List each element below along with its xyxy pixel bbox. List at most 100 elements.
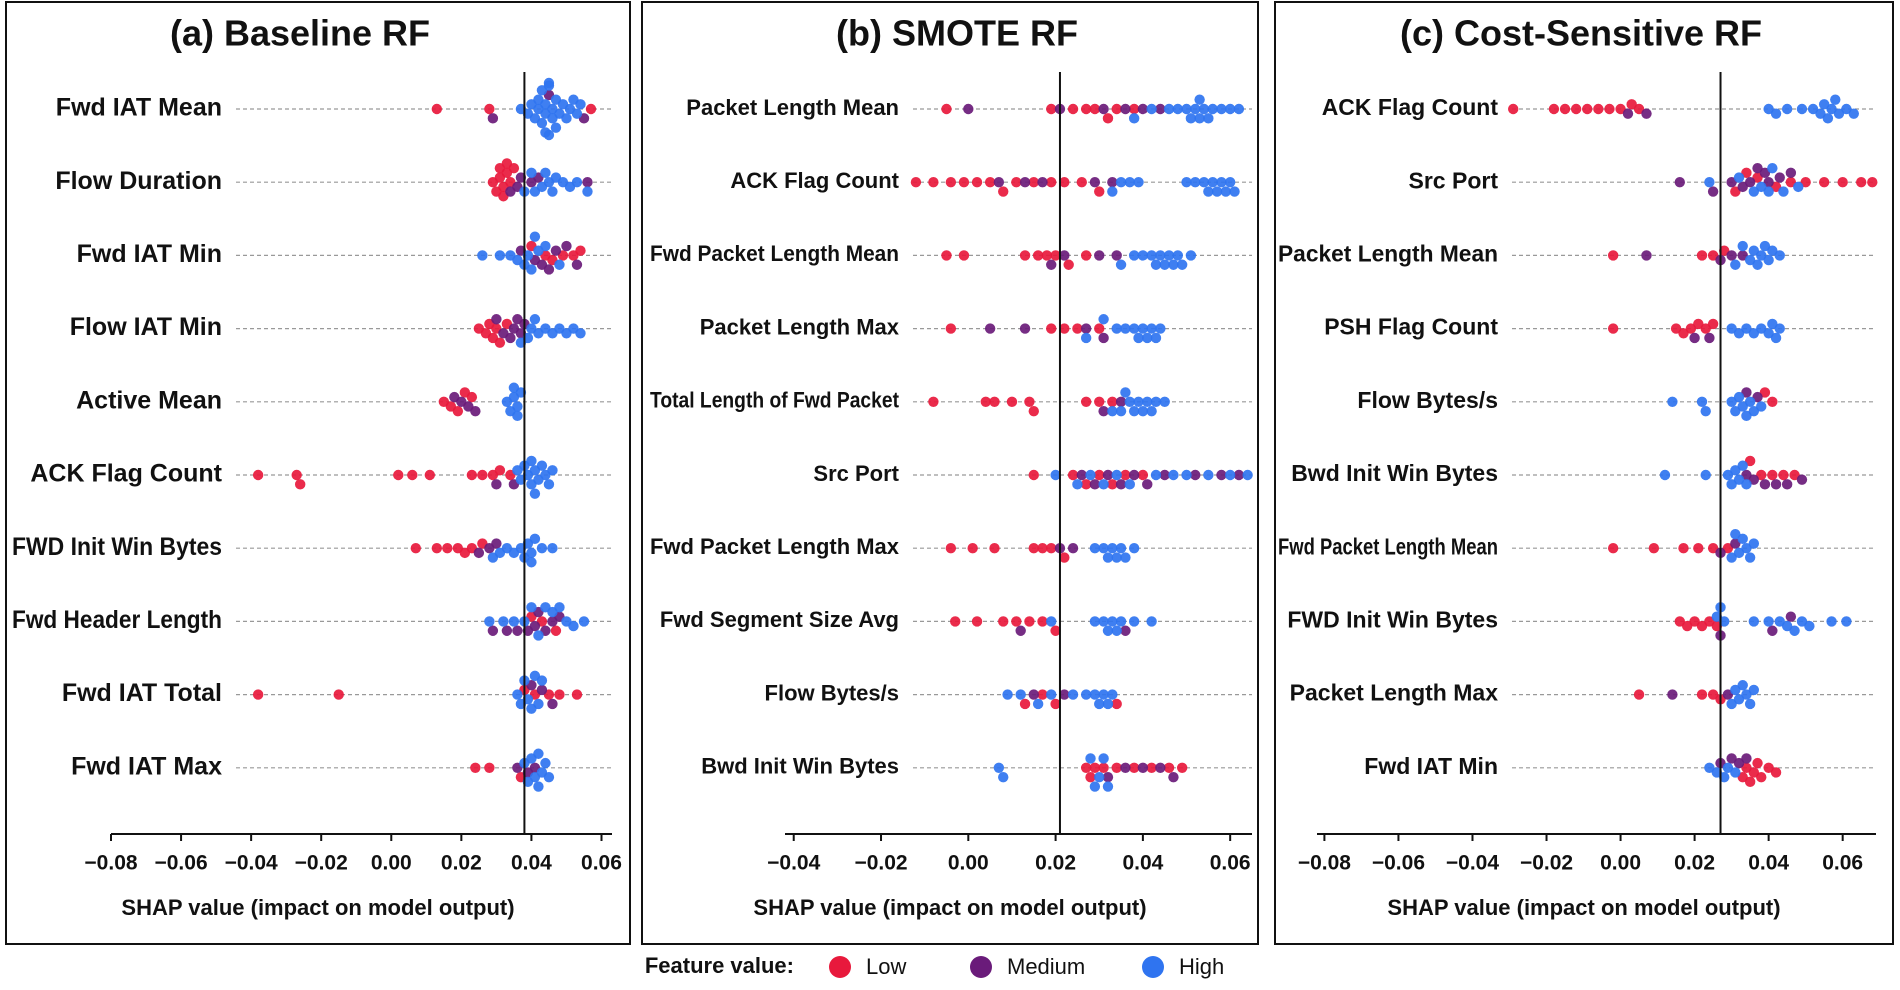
shap-point xyxy=(1748,538,1760,549)
shap-point xyxy=(1137,405,1149,417)
shap-point xyxy=(1102,469,1114,481)
shap-point xyxy=(1172,250,1184,261)
shap-point xyxy=(529,488,541,499)
shap-point xyxy=(1146,103,1157,115)
shap-point xyxy=(1730,405,1741,417)
shap-point xyxy=(554,602,565,613)
shap-point xyxy=(1622,108,1634,119)
shap-point xyxy=(1774,616,1785,627)
shap-point xyxy=(998,616,1009,627)
shap-point xyxy=(540,240,551,252)
shap-point xyxy=(1137,103,1149,115)
shap-point xyxy=(1748,328,1760,339)
shap-point xyxy=(1028,405,1039,417)
feature-label: Fwd Packet Length Mean xyxy=(1278,533,1498,559)
shap-point xyxy=(1759,479,1771,490)
shap-point xyxy=(1707,543,1719,554)
shap-point xyxy=(252,469,264,481)
feature-label: Fwd Header Length xyxy=(12,606,222,634)
shap-point xyxy=(1733,474,1745,485)
shap-point xyxy=(1607,543,1619,554)
shap-point xyxy=(1242,469,1253,481)
feature-label: FWD Init Win Bytes xyxy=(12,533,222,561)
shap-point xyxy=(928,396,939,407)
shap-point xyxy=(1168,259,1179,270)
shap-point xyxy=(1607,250,1619,261)
shap-point xyxy=(1737,181,1748,193)
shap-point xyxy=(424,469,436,481)
shap-point xyxy=(1059,250,1070,261)
shap-point xyxy=(466,469,478,481)
shap-point xyxy=(543,77,555,89)
shap-point xyxy=(1696,396,1708,407)
shap-point xyxy=(578,616,590,627)
shap-point xyxy=(1089,781,1101,792)
shap-point xyxy=(1046,616,1057,627)
shap-point xyxy=(1726,753,1737,764)
shap-point xyxy=(1674,177,1685,188)
shap-point xyxy=(473,547,485,559)
shap-point xyxy=(1080,103,1092,115)
shap-point xyxy=(1737,401,1748,412)
shap-point xyxy=(410,543,422,554)
shap-point xyxy=(1763,177,1774,188)
shap-point xyxy=(1111,103,1122,115)
shap-point xyxy=(1229,186,1240,197)
shap-point xyxy=(508,162,520,174)
shap-point xyxy=(1593,103,1604,115)
shap-point xyxy=(1094,698,1105,710)
legend-title: Feature value: xyxy=(645,953,794,978)
shap-point xyxy=(1689,616,1700,627)
shap-point xyxy=(1770,108,1782,119)
x-tick-label: 0.00 xyxy=(371,852,412,875)
shap-point xyxy=(1115,259,1127,270)
shap-point xyxy=(487,113,499,124)
shap-point xyxy=(452,405,464,417)
shap-point xyxy=(1659,469,1671,481)
shap-point xyxy=(1841,103,1852,115)
shap-point xyxy=(1207,103,1218,115)
shap-point xyxy=(1855,177,1867,188)
shap-point xyxy=(407,469,418,481)
shap-point xyxy=(1089,543,1101,554)
shap-point xyxy=(1098,314,1109,325)
shap-point xyxy=(1726,323,1737,334)
feature-label: Flow Duration xyxy=(55,167,222,195)
shap-point xyxy=(1046,103,1057,115)
shap-point xyxy=(1111,698,1122,710)
shap-point xyxy=(1120,552,1131,563)
shap-point xyxy=(1733,391,1745,403)
shap-point xyxy=(1098,689,1109,700)
shap-point xyxy=(1667,689,1678,700)
shap-point xyxy=(1633,689,1645,700)
shap-point xyxy=(547,698,558,710)
shap-point xyxy=(491,314,502,325)
shap-point xyxy=(1767,162,1778,174)
shap-point xyxy=(1072,479,1083,490)
shap-point xyxy=(1181,469,1192,481)
shap-point xyxy=(1830,94,1841,105)
shap-point xyxy=(1730,259,1741,270)
shap-point xyxy=(536,675,548,686)
shap-point xyxy=(1730,538,1741,549)
shap-point xyxy=(533,698,544,710)
shap-point xyxy=(1741,410,1752,422)
shap-point xyxy=(561,113,572,124)
legend-swatch xyxy=(829,956,851,978)
shap-point xyxy=(1752,259,1763,270)
shap-point xyxy=(1678,328,1689,339)
panel: (a) Baseline RF −0.08 −0.06 −0.04 −0.02 0.00 0… xyxy=(5,1,631,945)
shap-point xyxy=(1098,405,1109,417)
shap-point xyxy=(431,543,443,554)
legend-label: Low xyxy=(866,954,906,979)
feature-label: Active Mean xyxy=(76,386,222,414)
shap-point xyxy=(1120,625,1131,636)
shap-point xyxy=(1037,616,1048,627)
shap-point xyxy=(963,103,974,115)
shap-point xyxy=(1094,250,1105,261)
legend-label: Medium xyxy=(1007,954,1085,979)
shap-point xyxy=(501,625,513,636)
shap-point xyxy=(1741,689,1752,700)
shap-point xyxy=(1046,323,1057,334)
shap-point xyxy=(1124,396,1135,407)
